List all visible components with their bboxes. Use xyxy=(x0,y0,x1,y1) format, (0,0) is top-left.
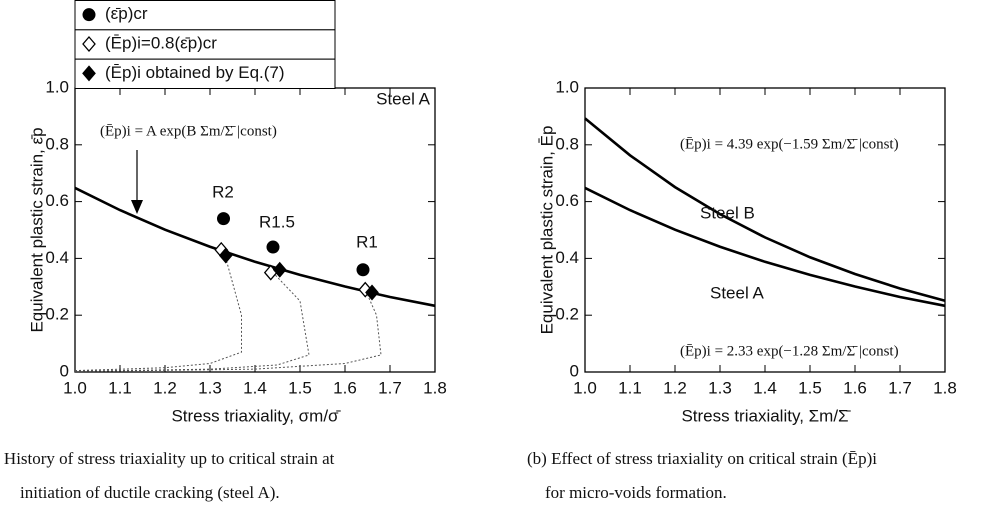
caption: for micro-voids formation. xyxy=(545,483,727,502)
x-axis-label: Stress triaxiality, Σm/Σ̄ xyxy=(681,406,851,425)
x-tick-label: 1.8 xyxy=(423,378,447,397)
x-tick-label: 1.4 xyxy=(243,378,267,397)
point xyxy=(266,240,280,254)
point xyxy=(272,261,287,278)
annotation: R1.5 xyxy=(259,212,295,231)
caption: initiation of ductile cracking (steel A)… xyxy=(20,483,280,502)
legend-row xyxy=(74,58,336,90)
point xyxy=(217,212,230,226)
curve xyxy=(74,186,436,308)
annotation: (Ēp)i = A exp(B Σm/Σ̄ |const) xyxy=(100,123,277,139)
x-tick-label: 1.6 xyxy=(333,378,357,397)
annotation: Steel A xyxy=(376,89,431,108)
curve-label: Steel A xyxy=(710,283,765,302)
y-tick-label: 0.4 xyxy=(45,248,69,267)
annotation: (Ēp)i = 2.33 exp(−1.28 Σm/Σ̄ |const) xyxy=(680,343,899,359)
annotation: R2 xyxy=(212,182,234,201)
curve xyxy=(74,272,310,372)
x-tick-label: 1.8 xyxy=(933,378,957,397)
x-tick-label: 1.3 xyxy=(198,378,222,397)
legend-marker xyxy=(82,8,96,22)
legend-row xyxy=(74,0,336,31)
annotation: R1 xyxy=(356,232,378,251)
x-axis-label: Stress triaxiality, σm/σ̄ xyxy=(171,406,341,425)
curve xyxy=(74,249,242,372)
y-tick-label: 0.6 xyxy=(45,191,69,210)
legend-label: (Ēp)i=0.8(ε̄p)cr xyxy=(105,33,217,52)
y-tick-label: 0.2 xyxy=(45,305,69,324)
y-tick-label: 0.6 xyxy=(555,191,579,210)
legend-marker xyxy=(82,36,96,52)
legend-row xyxy=(74,29,336,60)
annotation: (Ēp)i = 4.39 exp(−1.59 Σm/Σ̄ |const) xyxy=(680,136,899,152)
y-axis-label: Equivalent plastic strain, ε̄p xyxy=(27,127,46,332)
x-tick-label: 1.5 xyxy=(798,378,822,397)
curve xyxy=(584,117,946,302)
legend-label: (ε̄p)cr xyxy=(105,4,148,23)
curve xyxy=(74,289,382,372)
point xyxy=(365,284,379,301)
legend-label: (Ēp)i obtained by Eq.(7) xyxy=(105,63,285,82)
x-tick-label: 1.4 xyxy=(753,378,777,397)
y-tick-label: 0.8 xyxy=(45,134,69,153)
x-tick-label: 1.0 xyxy=(63,378,87,397)
curve-label: Steel B xyxy=(700,203,755,222)
y-axis-label: Equivalent plastic strain, Ēp xyxy=(537,126,556,335)
x-tick-label: 1.1 xyxy=(618,378,642,397)
y-tick-label: 1.0 xyxy=(45,77,69,96)
y-tick-label: 0.8 xyxy=(555,134,579,153)
y-tick-label: 0.2 xyxy=(555,305,579,324)
y-tick-label: 1.0 xyxy=(555,77,579,96)
y-tick-label: 0 xyxy=(570,361,579,380)
x-tick-label: 1.0 xyxy=(573,378,597,397)
x-tick-label: 1.3 xyxy=(708,378,732,397)
x-tick-label: 1.7 xyxy=(378,378,402,397)
arrow-head xyxy=(131,200,143,214)
x-tick-label: 1.2 xyxy=(663,378,687,397)
y-tick-label: 0.4 xyxy=(555,248,579,267)
point xyxy=(356,263,370,277)
point xyxy=(218,247,233,264)
x-tick-label: 1.5 xyxy=(288,378,312,397)
y-tick-label: 0 xyxy=(60,361,69,380)
curve xyxy=(584,186,946,308)
plot-frame xyxy=(584,87,946,373)
caption: (b) Effect of stress triaxiality on crit… xyxy=(527,449,877,468)
legend-marker xyxy=(82,65,96,82)
x-tick-label: 1.6 xyxy=(843,378,867,397)
caption: ) History of stress triaxiality up to cr… xyxy=(0,449,335,468)
x-tick-label: 1.7 xyxy=(888,378,912,397)
x-tick-label: 1.2 xyxy=(153,378,177,397)
x-tick-label: 1.1 xyxy=(108,378,132,397)
